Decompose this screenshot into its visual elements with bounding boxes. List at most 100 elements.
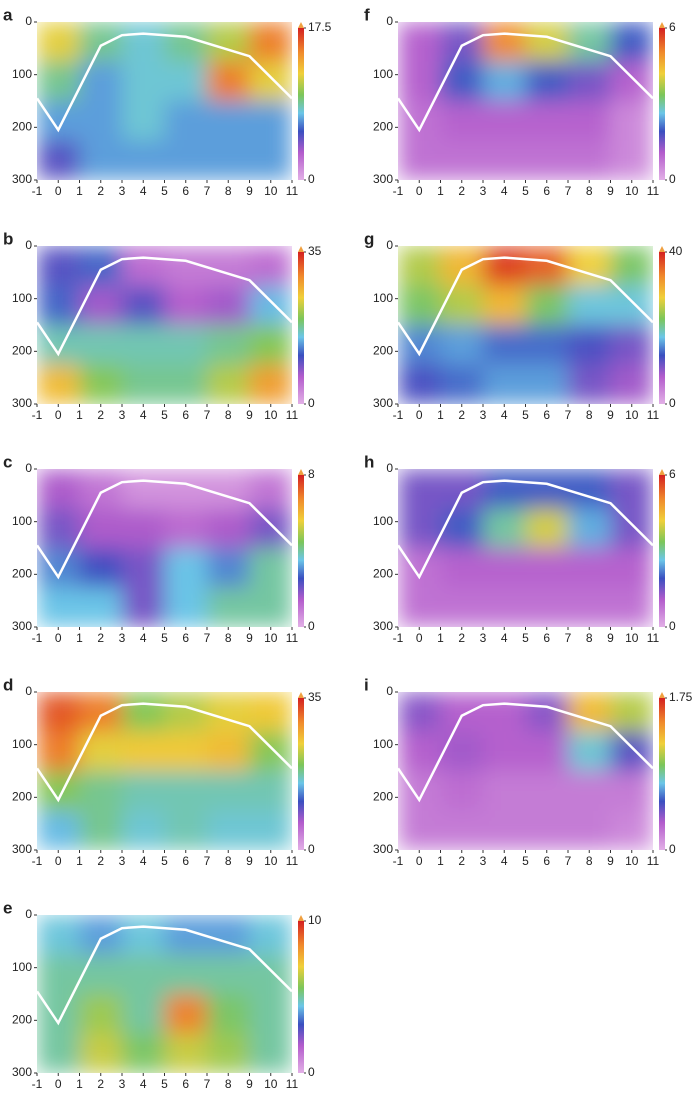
heat-cell <box>207 1033 250 1073</box>
heat-cell <box>37 469 80 509</box>
y-tick-label: 300 <box>12 1065 32 1079</box>
x-tick-label: 1 <box>76 1077 83 1091</box>
x-tick-label: 9 <box>607 184 614 198</box>
x-tick-label: 11 <box>286 854 299 868</box>
x-tick-label: 11 <box>286 184 299 198</box>
heat-cell <box>610 101 653 141</box>
heat-cell <box>164 140 207 180</box>
x-tick-label: 2 <box>458 631 465 645</box>
y-tick-label: 200 <box>12 567 32 581</box>
outline <box>37 256 292 357</box>
heat-cell <box>122 508 165 548</box>
heat-cell <box>525 325 568 365</box>
x-tick-label: 1 <box>437 631 444 645</box>
x-tick-label: 8 <box>225 631 232 645</box>
heat-cell <box>79 469 122 509</box>
heat-cell <box>164 508 207 548</box>
heat-cell <box>37 810 80 850</box>
heat-cell <box>440 61 483 101</box>
heat-cell <box>122 994 165 1034</box>
heat-cell <box>37 140 80 180</box>
heat-cell <box>37 285 80 325</box>
x-tick-label: 10 <box>625 631 639 645</box>
heat-cell <box>610 22 653 62</box>
x-tick-label: 8 <box>225 854 232 868</box>
x-tick-label: 6 <box>182 854 189 868</box>
x-tick-label: -1 <box>32 184 43 198</box>
x-tick-label: 4 <box>140 854 147 868</box>
x-tick-label: 1 <box>437 408 444 422</box>
x-tick-label: 7 <box>565 854 572 868</box>
heat-cell <box>398 140 441 180</box>
heat-cell <box>440 140 483 180</box>
colorbar-tick-label: 0 <box>308 842 315 856</box>
x-tick-label: 6 <box>543 854 550 868</box>
heat-cell <box>483 548 526 588</box>
heat-cell <box>440 587 483 627</box>
x-tick-label: 3 <box>119 631 126 645</box>
x-tick-label: 1 <box>437 854 444 868</box>
y-tick-label: 200 <box>12 790 32 804</box>
heat-cell <box>525 508 568 548</box>
heat-cell <box>79 101 122 141</box>
y-tick-label: 0 <box>25 461 32 475</box>
heat-cell <box>249 22 292 62</box>
heatmap <box>398 246 653 404</box>
heat-cell <box>525 61 568 101</box>
heat-cell <box>483 285 526 325</box>
x-tick-label: 2 <box>97 854 104 868</box>
x-tick-label: 1 <box>76 631 83 645</box>
heat-cell <box>483 771 526 811</box>
x-tick-label: 6 <box>543 408 550 422</box>
x-tick-label: 11 <box>647 184 660 198</box>
heat-cell <box>610 61 653 101</box>
colorbar-tip <box>298 692 304 698</box>
x-tick-label: 10 <box>625 184 639 198</box>
heat-cell <box>440 101 483 141</box>
heat-cell <box>568 101 611 141</box>
heat-cell <box>164 61 207 101</box>
heat-cell <box>483 22 526 62</box>
heat-cell <box>207 994 250 1034</box>
colorbar-tip <box>298 246 304 252</box>
x-tick-label: 5 <box>161 631 168 645</box>
heat-cell <box>79 246 122 286</box>
heat-cell <box>568 325 611 365</box>
colorbar-tip <box>298 22 304 28</box>
x-tick-label: 11 <box>647 854 660 868</box>
x-tick-label: 10 <box>625 408 639 422</box>
heat-cell <box>79 61 122 101</box>
heatmap-cells <box>37 22 292 180</box>
heat-cell <box>440 469 483 509</box>
heatmap <box>398 22 653 180</box>
heat-cell <box>122 22 165 62</box>
x-tick-label: 11 <box>286 1077 299 1091</box>
x-tick-label: 8 <box>225 184 232 198</box>
heat-cell <box>207 325 250 365</box>
x-tick-label: 7 <box>204 408 211 422</box>
heat-cell <box>483 364 526 404</box>
panel-label: c <box>3 452 12 471</box>
heat-cell <box>398 246 441 286</box>
x-tick-label: 0 <box>55 854 62 868</box>
x-tick-label: 0 <box>55 1077 62 1091</box>
x-tick-label: 3 <box>480 408 487 422</box>
y-tick-label: 300 <box>373 396 393 410</box>
y-tick-label: 100 <box>373 514 393 528</box>
heat-cell <box>249 140 292 180</box>
heat-cell <box>610 325 653 365</box>
x-tick-label: -1 <box>32 631 43 645</box>
x-tick-label: 6 <box>182 184 189 198</box>
heat-cell <box>37 61 80 101</box>
panel-label: f <box>364 5 370 24</box>
colorbar-tick-label: 35 <box>308 244 322 258</box>
heat-cell <box>37 1033 80 1073</box>
y-tick-label: 200 <box>373 120 393 134</box>
heat-cell <box>164 587 207 627</box>
heat-cell <box>207 548 250 588</box>
heat-cell <box>525 731 568 771</box>
outline <box>398 32 653 133</box>
heat-cell <box>483 101 526 141</box>
heat-cell <box>568 548 611 588</box>
